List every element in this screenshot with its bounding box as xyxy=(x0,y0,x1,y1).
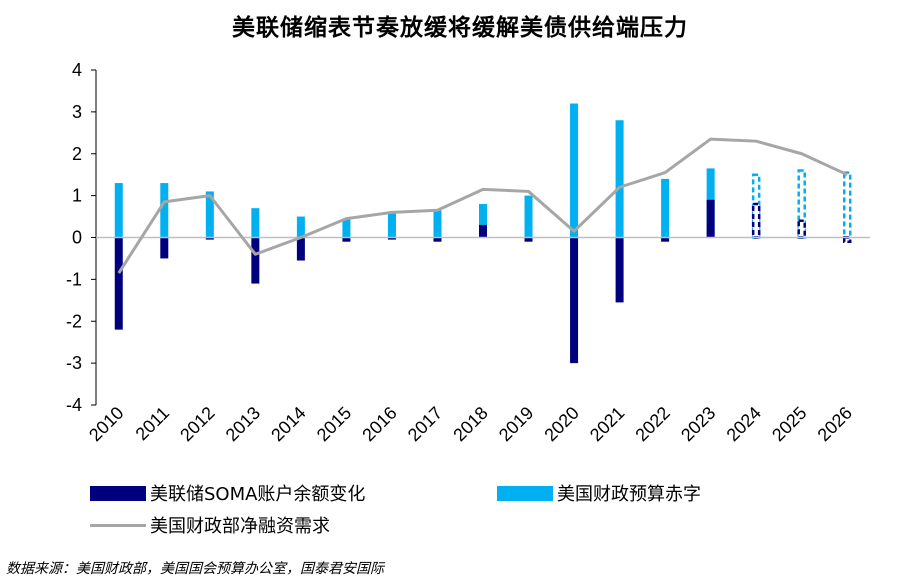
x-tick-label: 2011 xyxy=(132,403,174,445)
legend-swatch-deficit xyxy=(497,485,553,501)
bar-deficit-2013 xyxy=(251,208,260,238)
bar-soma-2012 xyxy=(205,237,214,240)
bar-soma-2025 xyxy=(797,219,806,239)
x-tick-label: 2019 xyxy=(495,403,537,445)
bar-deficit-2019 xyxy=(524,195,533,238)
source-note: 数据来源：美国财政部，美国国会预算办公室，国泰君安国际 xyxy=(6,561,384,577)
y-tick-label: -4 xyxy=(66,395,82,415)
x-tick-label: 2017 xyxy=(404,403,446,445)
bar-deficit-2016 xyxy=(387,212,396,238)
bar-soma-2023 xyxy=(706,199,715,238)
legend-item-deficit: 美国财政预算赤字 xyxy=(497,480,701,506)
bar-deficit-2015 xyxy=(342,218,351,238)
bar-soma-2015 xyxy=(342,237,351,242)
legend-item-net-financing: 美国财政部净融资需求 xyxy=(90,512,330,538)
x-tick-label: 2026 xyxy=(814,403,856,445)
bar-deficit-2020 xyxy=(570,103,579,238)
legend-item-soma: 美联储SOMA账户余额变化 xyxy=(90,480,365,506)
x-tick-label: 2010 xyxy=(85,403,127,445)
y-tick-label: 2 xyxy=(72,144,82,164)
bar-deficit-2026 xyxy=(842,171,852,239)
bar-deficit-2018 xyxy=(479,204,487,238)
x-tick-label: 2025 xyxy=(768,403,810,445)
x-tick-label: 2016 xyxy=(358,403,400,445)
legend-swatch-soma xyxy=(90,485,146,501)
y-tick-label: 4 xyxy=(72,60,82,80)
y-tick-label: -1 xyxy=(66,269,82,289)
bar-soma-2010 xyxy=(114,237,123,330)
x-tick-label: 2014 xyxy=(267,403,309,445)
bar-deficit-2011 xyxy=(160,183,169,238)
legend-label-soma: 美联储SOMA账户余额变化 xyxy=(150,484,366,505)
x-tick-label: 2021 xyxy=(586,403,628,445)
legend-swatch-net-financing xyxy=(90,523,146,527)
x-tick-label: 2015 xyxy=(313,403,355,445)
line-net-financing xyxy=(117,137,848,274)
bar-deficit-2014 xyxy=(296,216,305,238)
bar-soma-2022 xyxy=(661,237,670,242)
bar-soma-2016 xyxy=(387,237,396,240)
bar-soma-2019 xyxy=(524,237,533,242)
bar-soma-2011 xyxy=(160,237,169,259)
bar-deficit-2022 xyxy=(661,178,670,238)
bar-soma-2013 xyxy=(251,237,260,284)
chart-title: 美联储缩表节奏放缓将缓解美债供给端压力 xyxy=(232,14,688,41)
bar-deficit-2017 xyxy=(433,210,442,238)
bar-deficit-2012 xyxy=(205,191,214,238)
y-tick-label: -3 xyxy=(66,353,82,373)
y-tick-label: -2 xyxy=(66,311,82,331)
bar-soma-2021 xyxy=(615,237,624,303)
bar-soma-2018 xyxy=(479,224,487,238)
bar-soma-2024 xyxy=(751,202,761,239)
x-tick-label: 2022 xyxy=(631,403,673,445)
x-tick-label: 2012 xyxy=(176,403,218,445)
y-tick-label: 0 xyxy=(72,228,82,248)
legend-label-deficit: 美国财政预算赤字 xyxy=(557,484,701,505)
x-tick-label: 2023 xyxy=(677,403,719,445)
y-tick-label: 3 xyxy=(72,102,82,122)
x-tick-label: 2018 xyxy=(449,403,491,445)
x-tick-label: 2020 xyxy=(540,403,582,445)
y-tick-label: 1 xyxy=(72,186,82,206)
bar-soma-2020 xyxy=(570,237,579,364)
bar-soma-2014 xyxy=(296,237,305,261)
legend-label-net-financing: 美国财政部净融资需求 xyxy=(150,516,330,537)
bar-soma-2017 xyxy=(433,237,442,242)
x-tick-label: 2024 xyxy=(723,403,765,445)
bar-deficit-2010 xyxy=(114,183,123,238)
x-tick-label: 2013 xyxy=(222,403,264,445)
bar-deficit-2021 xyxy=(615,120,624,238)
